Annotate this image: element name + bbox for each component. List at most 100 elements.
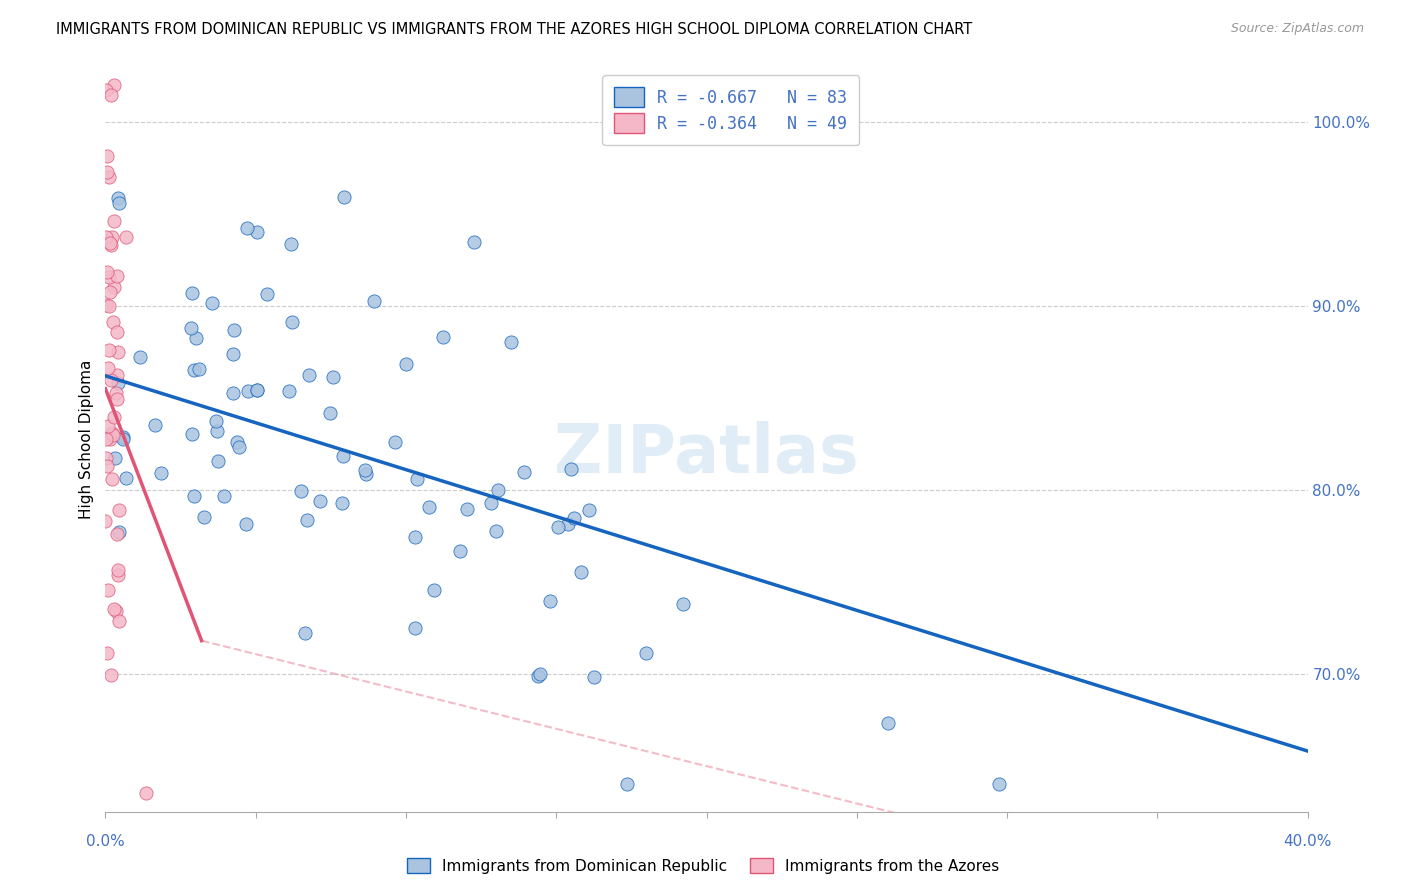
- Point: [319, 406, 342, 420]
- Point: [107, 567, 129, 582]
- Point: [501, 334, 523, 349]
- Legend: Immigrants from Dominican Republic, Immigrants from the Azores: Immigrants from Dominican Republic, Immi…: [401, 852, 1005, 880]
- Point: [100, 668, 122, 682]
- Point: [354, 467, 377, 481]
- Point: [636, 646, 658, 660]
- Point: [225, 435, 247, 450]
- Point: [96, 164, 118, 178]
- Point: [107, 344, 129, 359]
- Legend: R = -0.667   N = 83, R = -0.364   N = 49: R = -0.667 N = 83, R = -0.364 N = 49: [602, 75, 859, 145]
- Point: [107, 196, 129, 211]
- Point: [101, 230, 124, 244]
- Point: [103, 279, 125, 293]
- Point: [432, 330, 454, 344]
- Point: [222, 347, 245, 361]
- Point: [187, 362, 209, 376]
- Point: [96, 149, 118, 163]
- Point: [578, 502, 600, 516]
- Point: [103, 214, 125, 228]
- Point: [112, 430, 135, 444]
- Point: [105, 392, 128, 406]
- Point: [485, 524, 508, 538]
- Point: [183, 489, 205, 503]
- Point: [115, 230, 138, 244]
- Point: [105, 386, 128, 401]
- Point: [988, 777, 1011, 791]
- Point: [404, 621, 426, 635]
- Point: [180, 321, 202, 335]
- Point: [94, 298, 117, 312]
- Point: [256, 287, 278, 301]
- Point: [423, 582, 446, 597]
- Point: [479, 496, 502, 510]
- Point: [100, 238, 122, 252]
- Point: [180, 427, 202, 442]
- Point: [236, 220, 259, 235]
- Point: [281, 315, 304, 329]
- Point: [96, 646, 118, 660]
- Point: [207, 454, 229, 468]
- Point: [115, 470, 138, 484]
- Point: [582, 670, 605, 684]
- Point: [332, 449, 354, 463]
- Point: [526, 669, 548, 683]
- Point: [105, 325, 128, 339]
- Point: [108, 614, 131, 628]
- Point: [418, 500, 440, 515]
- Point: [107, 376, 129, 391]
- Point: [406, 472, 429, 486]
- Point: [135, 786, 157, 800]
- Point: [105, 604, 128, 618]
- Point: [384, 435, 406, 450]
- Point: [877, 716, 900, 731]
- Point: [297, 513, 319, 527]
- Point: [97, 418, 120, 433]
- Text: Source: ZipAtlas.com: Source: ZipAtlas.com: [1230, 22, 1364, 36]
- Point: [529, 666, 551, 681]
- Point: [184, 330, 207, 344]
- Point: [308, 494, 330, 508]
- Point: [547, 520, 569, 534]
- Point: [97, 583, 120, 598]
- Point: [569, 566, 592, 580]
- Point: [108, 524, 131, 539]
- Point: [245, 225, 267, 239]
- Point: [97, 361, 120, 376]
- Point: [463, 235, 485, 249]
- Point: [97, 343, 120, 358]
- Point: [236, 384, 259, 399]
- Point: [183, 363, 205, 377]
- Point: [101, 315, 124, 329]
- Point: [101, 425, 124, 440]
- Point: [246, 383, 269, 397]
- Point: [395, 357, 418, 371]
- Point: [205, 414, 228, 428]
- Text: 40.0%: 40.0%: [1284, 834, 1331, 849]
- Point: [298, 368, 321, 382]
- Point: [105, 269, 128, 284]
- Point: [100, 373, 122, 387]
- Point: [222, 385, 245, 400]
- Point: [294, 626, 316, 640]
- Point: [557, 516, 579, 531]
- Point: [111, 432, 134, 446]
- Point: [128, 350, 150, 364]
- Point: [103, 410, 125, 425]
- Point: [100, 472, 122, 486]
- Point: [96, 451, 118, 466]
- Point: [98, 285, 121, 300]
- Text: IMMIGRANTS FROM DOMINICAN REPUBLIC VS IMMIGRANTS FROM THE AZORES HIGH SCHOOL DIP: IMMIGRANTS FROM DOMINICAN REPUBLIC VS IM…: [56, 22, 973, 37]
- Point: [205, 424, 228, 438]
- Point: [181, 285, 204, 300]
- Point: [98, 235, 121, 250]
- Point: [246, 383, 269, 397]
- Point: [103, 78, 125, 93]
- Point: [143, 418, 166, 433]
- Point: [513, 466, 536, 480]
- Point: [616, 777, 638, 791]
- Point: [149, 466, 172, 480]
- Point: [94, 514, 117, 528]
- Point: [105, 368, 128, 383]
- Point: [104, 451, 127, 466]
- Point: [486, 483, 509, 497]
